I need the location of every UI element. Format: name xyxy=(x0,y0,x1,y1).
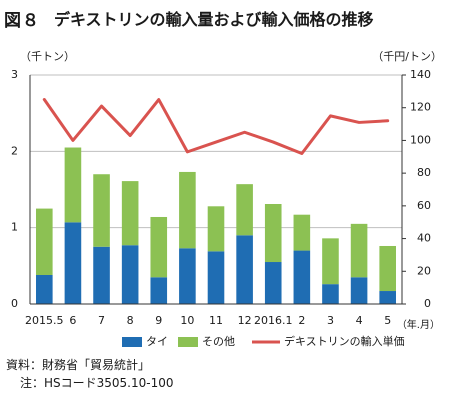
bar-thai xyxy=(179,248,196,304)
bar-thai xyxy=(207,251,225,304)
right-tick-label: 100 xyxy=(410,133,431,146)
right-tick-label: 80 xyxy=(417,166,431,179)
x-tick-label: 3 xyxy=(327,314,334,327)
x-tick-label: 11 xyxy=(209,314,223,327)
legend-label-price: デキストリンの輸入単価 xyxy=(284,334,405,348)
bar-other xyxy=(36,208,53,275)
right-tick-label: 60 xyxy=(417,199,431,212)
bar-thai xyxy=(350,277,368,304)
left-tick-label: 1 xyxy=(11,221,18,234)
legend-label-thai: タイ xyxy=(146,335,168,348)
chart-title: デキストリンの輸入量および輸入価格の推移 xyxy=(54,10,374,29)
bar-other xyxy=(207,206,225,252)
x-tick-label: 8 xyxy=(127,314,134,327)
bar-thai xyxy=(150,277,168,304)
series-line-unit-price xyxy=(42,98,390,156)
x-tick-label: 2 xyxy=(298,314,305,327)
right-tick-label: 20 xyxy=(417,264,431,277)
bar-thai xyxy=(379,291,396,304)
bar-thai xyxy=(264,262,282,304)
left-tick-label: 0 xyxy=(11,297,18,310)
x-tick-label: 9 xyxy=(155,314,162,327)
bar-other xyxy=(236,184,253,236)
bar-other xyxy=(264,204,282,263)
right-tick-label: 40 xyxy=(417,232,431,245)
x-tick-label: 4 xyxy=(356,314,363,327)
bar-other xyxy=(350,223,368,278)
legend-swatch-other xyxy=(178,337,198,347)
legend-label-other: その他 xyxy=(202,335,235,348)
bar-thai xyxy=(64,222,82,304)
x-tick-label: 12 xyxy=(238,314,252,327)
notes: 資料：財務省「貿易統計」 注：HSコード3505.10-100 xyxy=(6,356,174,392)
x-tick-label: 2016.1 xyxy=(254,314,293,327)
source-note: 資料：財務省「貿易統計」 xyxy=(6,358,151,372)
bar-other xyxy=(293,214,311,251)
x-tick-label: 7 xyxy=(98,314,105,327)
left-axis-unit: （千トン） xyxy=(20,50,75,63)
x-axis-unit: （年.月） xyxy=(397,318,440,331)
left-tick-label: 2 xyxy=(11,144,18,157)
x-tick-label: 2015.5 xyxy=(25,314,64,327)
bar-thai xyxy=(36,274,53,304)
right-tick-label: 0 xyxy=(424,297,431,310)
figure-label: 図８ xyxy=(4,10,40,31)
hs-code-note: 注：HSコード3505.10-100 xyxy=(20,376,174,390)
x-tick-label: 6 xyxy=(69,314,76,327)
legend-layer: タイ その他 デキストリンの輸入単価 xyxy=(122,334,405,348)
right-axis-unit: （千円/トン） xyxy=(372,50,442,63)
bar-other xyxy=(64,147,82,223)
bar-layer xyxy=(36,147,396,304)
legend-swatch-thai xyxy=(122,337,142,347)
bar-thai xyxy=(121,245,139,304)
line-layer xyxy=(42,98,390,156)
bar-other xyxy=(93,174,110,247)
bar-other xyxy=(179,171,196,249)
bar-other xyxy=(379,245,396,292)
title-row: 図８ デキストリンの輸入量および輸入価格の推移 xyxy=(4,4,447,32)
right-tick-label: 140 xyxy=(410,68,431,81)
x-tick-label: 5 xyxy=(384,314,391,327)
bar-other xyxy=(121,181,139,246)
bar-thai xyxy=(293,250,311,304)
bar-thai xyxy=(93,246,110,304)
left-tick-label: 3 xyxy=(11,68,18,81)
x-tick-label: 10 xyxy=(180,314,194,327)
bar-other xyxy=(322,238,339,285)
bar-thai xyxy=(322,284,339,304)
right-tick-label: 120 xyxy=(410,101,431,114)
bar-other xyxy=(150,216,168,278)
bar-thai xyxy=(236,235,253,304)
